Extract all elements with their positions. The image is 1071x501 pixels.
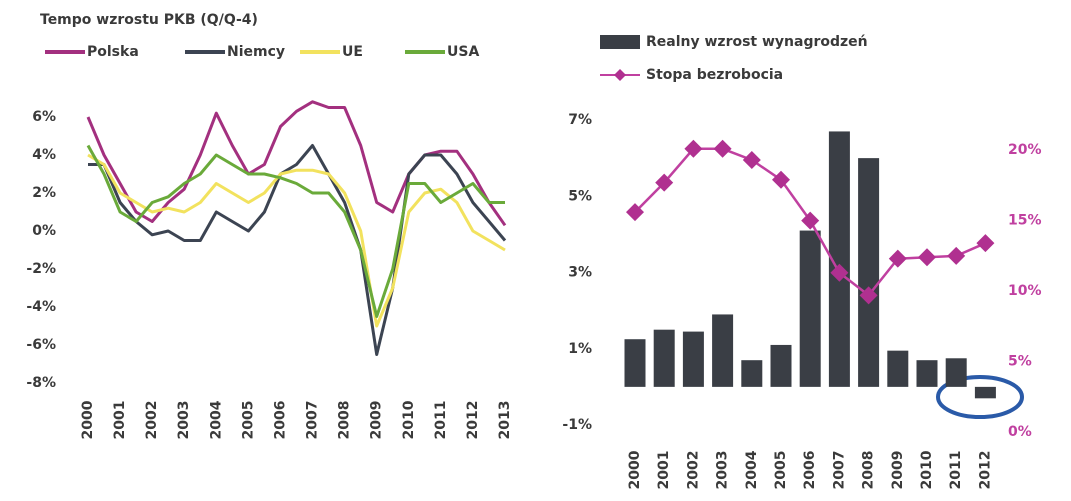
legend-swatch [600, 35, 640, 49]
series-line [87, 153, 506, 328]
line-marker [947, 246, 966, 265]
legend-marker [614, 69, 626, 81]
x-tick-label: 2012 [465, 401, 481, 440]
x-tick-label: 2006 [272, 401, 288, 440]
x-tick-label: 2002 [144, 401, 160, 440]
x-tick-label: 2002 [685, 451, 701, 490]
y-tick-label: 1% [568, 341, 592, 357]
y-tick-label: -4% [26, 299, 56, 315]
x-tick-label: 2009 [890, 451, 906, 490]
y-tick-label: 3% [568, 265, 592, 281]
x-tick-label: 2009 [369, 401, 385, 440]
y-tick-label: -1% [562, 417, 592, 433]
x-tick-label: 2004 [744, 450, 760, 489]
line-marker [976, 234, 995, 253]
line-marker [859, 286, 878, 305]
legend-label: Realny wzrost wynagrodzeń [646, 34, 868, 50]
x-tick-label: 2008 [337, 401, 353, 440]
x-tick-label: 2006 [802, 451, 818, 490]
y-tick-label: 0% [32, 223, 56, 239]
x-tick-label: 2010 [401, 400, 417, 439]
series-line [86, 144, 505, 318]
y2-tick-label: 5% [1008, 354, 1032, 370]
bar [945, 358, 967, 387]
bar [974, 386, 996, 399]
bar [682, 331, 704, 387]
y2-tick-label: 0% [1008, 424, 1032, 440]
y-tick-label: 2% [32, 185, 56, 201]
x-tick-label: 2007 [305, 401, 321, 440]
x-tick-label: 2011 [433, 401, 449, 440]
line-marker [626, 203, 644, 222]
bar [887, 350, 909, 387]
line-marker [801, 211, 820, 230]
line-marker [684, 139, 703, 158]
bar [828, 131, 850, 387]
bar [624, 339, 646, 387]
bar [712, 314, 734, 387]
legend-label: USA [447, 44, 479, 60]
line-marker [830, 263, 849, 282]
y2-tick-label: 20% [1008, 142, 1042, 158]
y-tick-label: 7% [568, 112, 592, 128]
y-tick-label: 6% [32, 109, 56, 125]
x-tick-label: 2010 [919, 450, 935, 489]
x-tick-label: 2000 [627, 450, 643, 489]
legend-label: Stopa bezrobocia [646, 67, 783, 83]
y2-tick-label: 15% [1008, 213, 1042, 229]
line-marker [772, 170, 790, 189]
x-tick-label: 2001 [112, 401, 128, 440]
bar [653, 329, 675, 387]
y-tick-label: -8% [26, 375, 56, 391]
y-tick-label: -2% [26, 261, 56, 277]
x-tick-label: 2005 [240, 401, 256, 440]
legend-label: Niemcy [227, 44, 285, 60]
x-tick-label: 2003 [176, 401, 192, 440]
bar [799, 230, 821, 387]
line-marker [713, 139, 732, 158]
line-marker [918, 248, 936, 267]
bar [916, 360, 938, 387]
legend-label: UE [342, 44, 363, 60]
x-tick-label: 2012 [977, 451, 993, 490]
x-tick-label: 2011 [948, 451, 964, 490]
legend-label: Polska [87, 44, 139, 60]
series-line [86, 100, 507, 227]
chart-title: Tempo wzrostu PKB (Q/Q-4) [40, 12, 258, 28]
x-tick-label: 2007 [831, 451, 847, 490]
x-tick-label: 2000 [80, 400, 96, 439]
x-tick-label: 2003 [715, 451, 731, 490]
y-tick-label: 4% [32, 147, 56, 163]
bar [741, 360, 763, 387]
x-tick-label: 2013 [497, 401, 513, 440]
x-tick-label: 2005 [773, 451, 789, 490]
x-tick-label: 2001 [656, 451, 672, 490]
bar [858, 158, 880, 387]
x-tick-label: 2004 [208, 400, 224, 439]
series-line [88, 144, 507, 356]
y-tick-label: 5% [568, 188, 592, 204]
y2-tick-label: 10% [1008, 283, 1042, 299]
line-marker [655, 173, 674, 192]
line-marker [742, 151, 761, 170]
x-tick-label: 2008 [861, 451, 877, 490]
bar [770, 344, 792, 387]
line-marker [888, 249, 907, 268]
highlight-ellipse [936, 375, 1024, 419]
y-tick-label: -6% [26, 337, 56, 353]
